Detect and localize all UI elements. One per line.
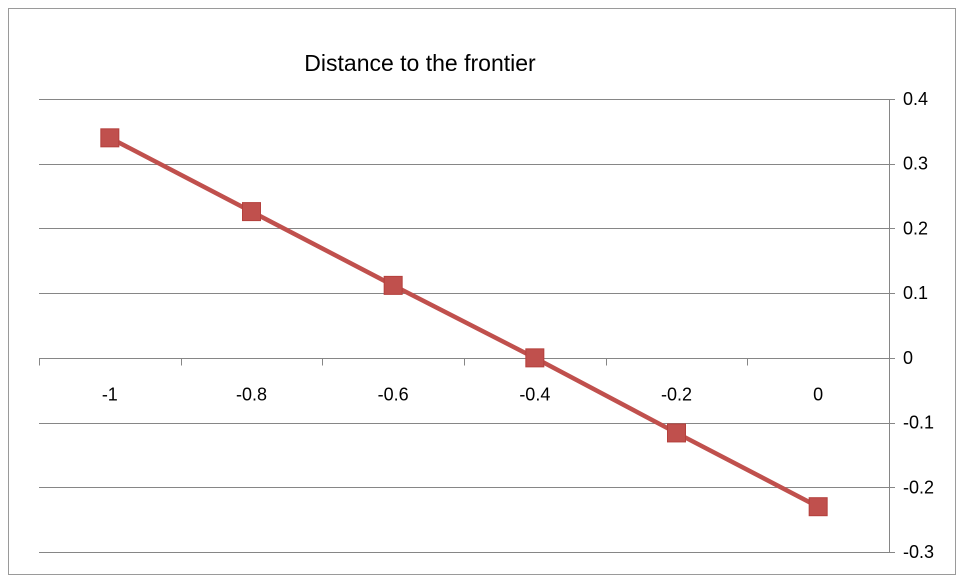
x-tick-label: -0.6 — [378, 385, 409, 405]
x-tick-label: 0 — [813, 385, 823, 405]
data-point-marker — [383, 275, 403, 295]
y-tick-label: 0.2 — [903, 218, 928, 238]
y-tick-label: 0.1 — [903, 283, 928, 303]
x-tick-label: -0.8 — [236, 385, 267, 405]
data-point-marker — [808, 497, 828, 517]
x-tick-label: -0.4 — [519, 385, 550, 405]
y-tick-label: 0 — [903, 348, 913, 368]
series-line — [108, 135, 820, 509]
axes — [39, 99, 895, 553]
y-tick-label: 0.3 — [903, 154, 928, 174]
x-tick-label: -1 — [102, 385, 118, 405]
y-tick-label: -0.2 — [903, 477, 934, 497]
y-tick-label: -0.1 — [903, 413, 934, 433]
data-point-marker — [242, 202, 261, 222]
data-series — [100, 128, 828, 517]
data-point-marker — [667, 423, 686, 443]
line-chart: Distance to the frontier 0.4 0.3 0.2 0.1 0 -0… — [39, 50, 934, 562]
x-tick-label: -0.2 — [661, 385, 692, 405]
x-tick-labels: -1 -0.8 -0.6 -0.4 -0.2 0 — [102, 385, 823, 405]
chart-frame: Distance to the frontier 0.4 0.3 0.2 0.1 0 -0… — [8, 8, 956, 575]
gridlines — [39, 99, 889, 553]
chart-title: Distance to the frontier — [304, 50, 536, 76]
y-tick-label: -0.3 — [903, 542, 934, 562]
y-tick-labels: 0.4 0.3 0.2 0.1 0 -0.1 -0.2 -0.3 — [903, 89, 934, 562]
y-tick-label: 0.4 — [903, 89, 928, 109]
data-point-marker — [525, 348, 545, 368]
data-point-marker — [100, 128, 120, 148]
